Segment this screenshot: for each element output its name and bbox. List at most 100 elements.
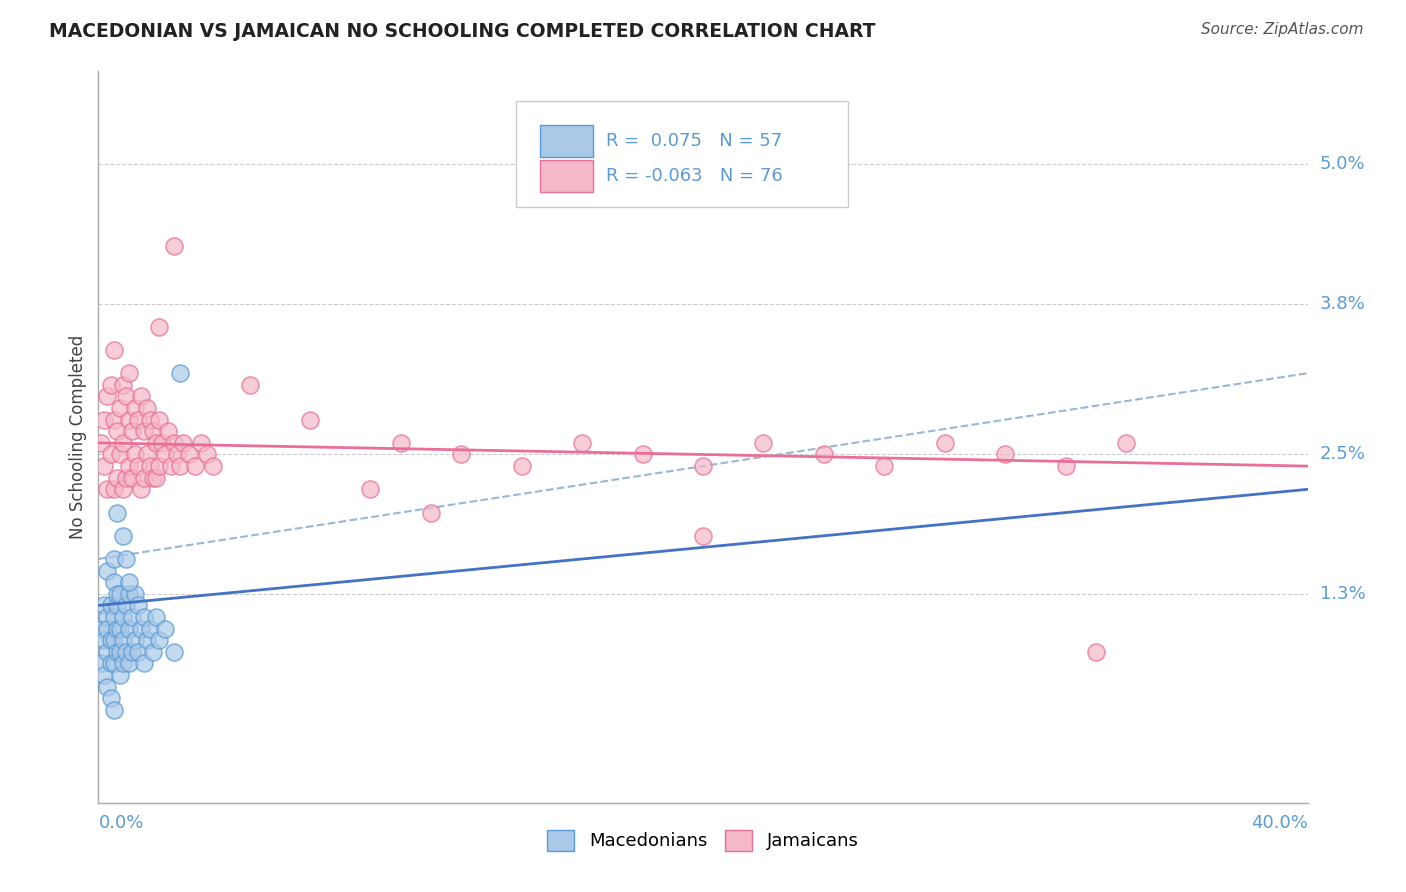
- Point: [108, 668, 131, 682]
- Y-axis label: No Schooling Completed: No Schooling Completed: [69, 335, 87, 539]
- Point: [111, 657, 134, 671]
- Text: 3.8%: 3.8%: [1320, 294, 1365, 312]
- Point: [135, 633, 157, 648]
- Point: [127, 412, 149, 426]
- Point: [135, 448, 157, 462]
- Point: [145, 471, 167, 485]
- Text: R = -0.063   N = 76: R = -0.063 N = 76: [606, 167, 783, 185]
- Text: Source: ZipAtlas.com: Source: ZipAtlas.com: [1201, 22, 1364, 37]
- Point: [127, 645, 149, 659]
- Point: [114, 645, 136, 659]
- Point: [153, 448, 176, 462]
- Point: [239, 377, 262, 392]
- Point: [166, 448, 188, 462]
- Point: [111, 483, 134, 497]
- Point: [124, 401, 146, 415]
- Point: [105, 599, 128, 613]
- Point: [124, 587, 146, 601]
- Point: [139, 459, 162, 474]
- Point: [103, 412, 125, 426]
- Point: [105, 645, 128, 659]
- Point: [163, 645, 186, 659]
- Point: [96, 610, 118, 624]
- Point: [121, 610, 143, 624]
- Point: [105, 424, 128, 438]
- Point: [93, 599, 115, 613]
- Point: [142, 471, 165, 485]
- Point: [114, 471, 136, 485]
- Point: [360, 483, 382, 497]
- Point: [148, 633, 170, 648]
- Point: [108, 401, 131, 415]
- Point: [150, 436, 173, 450]
- Point: [118, 587, 141, 601]
- Point: [121, 424, 143, 438]
- Point: [118, 575, 141, 590]
- Point: [118, 412, 141, 426]
- Point: [145, 436, 167, 450]
- Point: [148, 412, 170, 426]
- Point: [103, 610, 125, 624]
- Point: [108, 622, 131, 636]
- Point: [934, 436, 956, 450]
- Point: [389, 436, 412, 450]
- Point: [132, 471, 155, 485]
- Point: [129, 622, 152, 636]
- Point: [450, 448, 472, 462]
- Point: [105, 622, 128, 636]
- Point: [100, 448, 122, 462]
- Point: [96, 483, 118, 497]
- Point: [103, 657, 125, 671]
- Point: [121, 471, 143, 485]
- Point: [118, 657, 141, 671]
- Point: [139, 622, 162, 636]
- Point: [96, 645, 118, 659]
- Point: [90, 436, 112, 450]
- Point: [108, 645, 131, 659]
- Text: 1.3%: 1.3%: [1320, 585, 1365, 603]
- Point: [105, 587, 128, 601]
- Point: [93, 633, 115, 648]
- Point: [111, 529, 134, 543]
- Point: [129, 389, 152, 403]
- Point: [752, 436, 775, 450]
- Point: [299, 412, 322, 426]
- Point: [103, 633, 125, 648]
- Point: [96, 564, 118, 578]
- Point: [118, 459, 141, 474]
- Point: [103, 703, 125, 717]
- Point: [179, 448, 201, 462]
- Point: [153, 622, 176, 636]
- Point: [100, 377, 122, 392]
- Point: [195, 448, 218, 462]
- Point: [631, 448, 654, 462]
- Point: [108, 448, 131, 462]
- Point: [163, 238, 186, 252]
- Point: [873, 459, 896, 474]
- Point: [111, 610, 134, 624]
- Point: [813, 448, 835, 462]
- FancyBboxPatch shape: [540, 125, 593, 157]
- Point: [90, 622, 112, 636]
- Legend: Macedonians, Jamaicans: Macedonians, Jamaicans: [538, 821, 868, 860]
- Point: [148, 319, 170, 334]
- Point: [692, 529, 714, 543]
- Text: R =  0.075   N = 57: R = 0.075 N = 57: [606, 132, 783, 150]
- Point: [135, 401, 157, 415]
- Point: [132, 657, 155, 671]
- Point: [118, 622, 141, 636]
- Point: [111, 436, 134, 450]
- Point: [90, 657, 112, 671]
- Point: [96, 622, 118, 636]
- Point: [994, 448, 1017, 462]
- Point: [1085, 645, 1108, 659]
- Point: [571, 436, 593, 450]
- Text: 2.5%: 2.5%: [1320, 445, 1365, 464]
- Point: [1115, 436, 1137, 450]
- Point: [118, 366, 141, 380]
- Point: [1054, 459, 1077, 474]
- Point: [420, 506, 443, 520]
- Point: [172, 436, 194, 450]
- Point: [129, 483, 152, 497]
- Point: [103, 575, 125, 590]
